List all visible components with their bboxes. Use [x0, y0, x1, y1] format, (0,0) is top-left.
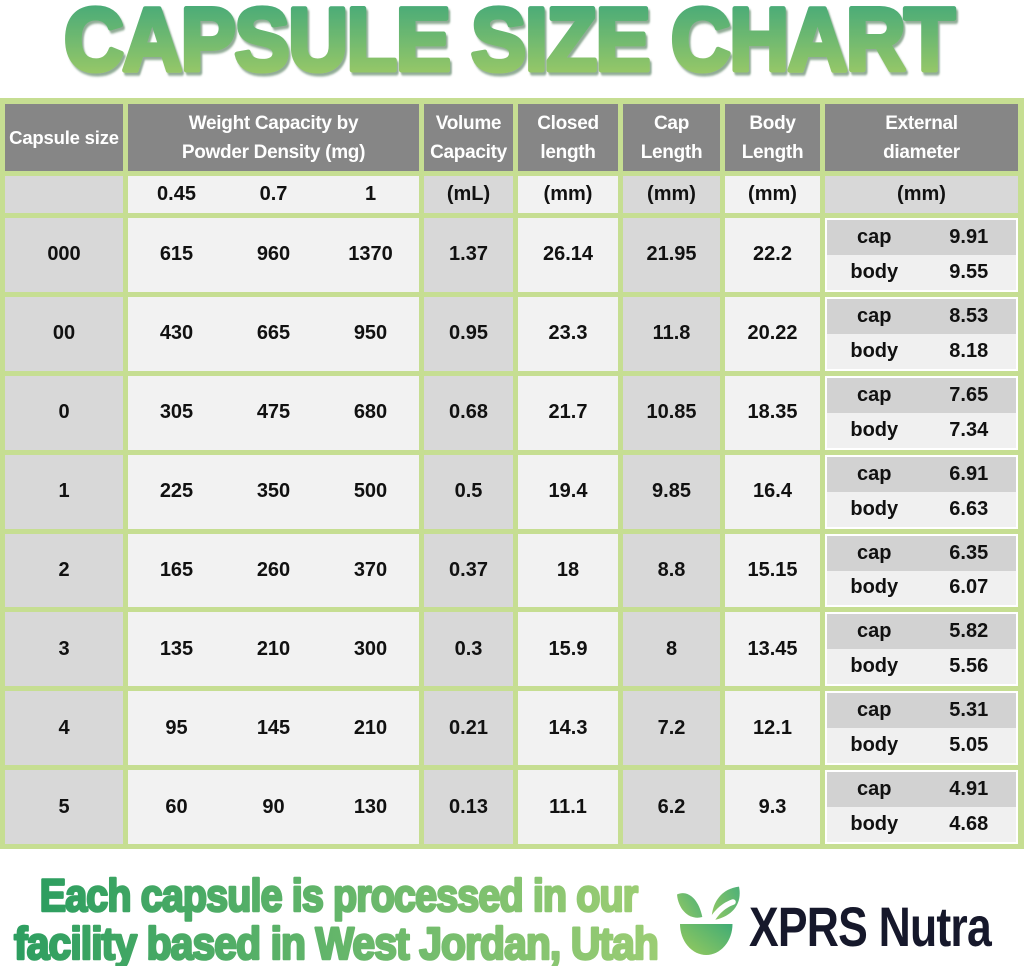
svg-text:CAPSULE SIZE CHART: CAPSULE SIZE CHART [64, 0, 954, 90]
svg-text:facility based in West Jordan,: facility based in West Jordan, Utah [14, 919, 658, 966]
svg-text:Each capsule is processed in o: Each capsule is processed in our [40, 871, 638, 921]
